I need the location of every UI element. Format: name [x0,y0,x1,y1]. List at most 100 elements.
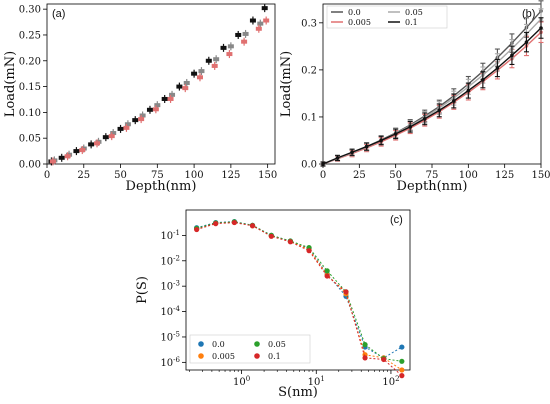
data-point [422,117,427,121]
data-point [152,107,159,112]
data-point [138,117,145,122]
legend-label-1: 0.05 [268,340,286,349]
data-point [408,125,413,129]
data-point [73,149,80,154]
data-point [381,356,387,363]
data-point [399,367,405,373]
x-tick-label: 25 [77,170,90,181]
y-tick-label: 0.20 [19,56,41,67]
data-point [213,221,219,227]
legend-box [189,334,311,364]
data-point [94,141,101,146]
series-line [196,221,403,371]
data-point [102,135,109,140]
data-point [108,134,115,139]
x-tick-label: 0 [44,170,50,181]
data-point [321,162,325,166]
data-point [58,155,65,160]
data-point [132,118,139,123]
data-point [539,26,543,30]
panel-b: (b) Depth(nm) Load(mN) 0 25 50 75 100 125 150 … [279,0,550,194]
panel-c: (c) S(nm) P(S) 100 101 102 10-610-510-410-… [135,209,411,400]
y-tick-label: 0.15 [19,82,41,93]
y-tick-label: 0.2 [301,65,317,76]
data-point [335,156,340,160]
panel-c-label: (c) [390,214,403,226]
data-point [213,57,220,62]
data-point [227,44,234,49]
data-point [261,6,268,11]
data-point [287,239,293,245]
data-point [191,71,198,76]
data-point [362,342,368,348]
legend-swatch-3 [254,353,260,359]
data-point [241,39,248,44]
data-point [117,126,124,131]
y-tick-label: 0.25 [19,30,41,41]
data-point [226,52,233,57]
data-point [211,63,218,68]
x-tick-label: 75 [426,170,439,181]
panel-b-label: (b) [522,8,535,20]
y-tick-label: 0.00 [19,160,41,171]
legend-label-0: 0.0 [348,8,361,17]
data-point [205,58,212,63]
y-tick-label: 0.30 [19,5,41,16]
data-point [255,26,262,31]
data-point [263,18,270,23]
panel-c-yticks: 10-6 10-5 10-4 10-3 10-2 10-1 [160,229,186,369]
panel-a-marks [48,4,270,166]
data-point [220,45,227,50]
x-tick-label: 50 [114,170,127,181]
data-point [154,103,161,108]
x-tick-label: 0 [320,170,326,181]
data-point [343,289,349,295]
panel-a-xlabel: Depth(nm) [126,179,197,194]
data-point [110,131,117,136]
legend-label-1: 0.05 [405,8,423,17]
tick-label: 101 [308,375,325,388]
tick-label: 10-5 [160,330,180,343]
legend-swatch-1 [254,341,260,347]
x-tick-label: 25 [353,170,366,181]
data-point [452,99,456,103]
data-point [183,80,190,85]
data-point [124,122,131,127]
panel-b-yticks: 0.0 0.1 0.2 0.3 [301,18,323,171]
panel-a-xticks: 0 25 50 75 100 125 150 [44,164,277,181]
data-point [393,132,398,136]
data-point [169,92,176,97]
legend-label-3: 0.1 [405,18,418,27]
y-tick-label: 0.05 [19,134,41,145]
legend-label-0: 0.0 [212,340,225,349]
data-point [437,108,442,113]
data-point [379,138,383,143]
data-point [306,248,312,254]
data-point [79,148,86,153]
y-tick-label: 0.10 [19,108,41,119]
data-point [242,31,249,36]
data-point [235,32,242,37]
panel-a: (a) Depth(nm) Load(mN) 0 25 50 75 100 125 150 … [3,3,277,194]
data-point [481,77,485,82]
x-tick-label: 100 [185,170,204,181]
legend-label-2: 0.005 [348,18,371,27]
data-point [176,84,183,89]
panel-b-xticks: 0 25 50 75 100 125 150 [320,164,550,181]
series-line [196,221,402,362]
x-tick-label: 125 [495,170,514,181]
data-point [324,273,330,279]
tick-label: 10-4 [160,305,180,318]
tick-label: 102 [382,375,399,388]
panel-b-legend: 0.0 0.05 0.005 0.1 [326,5,448,29]
tick-label: 10-3 [160,280,180,293]
panel-c-xticks: 100 101 102 [189,370,400,388]
data-point [196,75,203,80]
tick-label: 100 [233,375,250,388]
legend-label-3: 0.1 [268,352,281,361]
y-tick-label: 0.1 [301,112,317,123]
panel-b-ylabel: Load(mN) [279,51,294,117]
x-tick-label: 150 [531,170,550,181]
data-point [161,96,168,101]
data-point [49,159,56,164]
